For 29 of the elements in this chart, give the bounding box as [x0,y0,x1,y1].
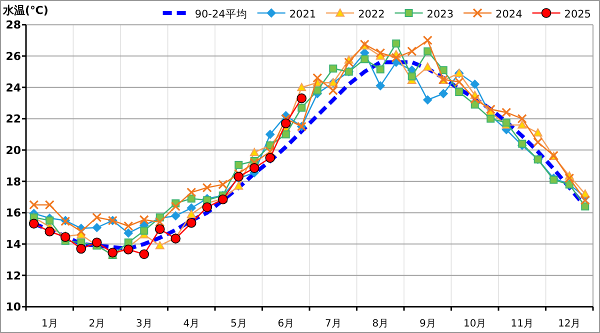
y-tick-label: 16 [6,206,22,220]
y-tick-label: 10 [6,300,22,314]
legend-label: 2023 [426,8,454,20]
y-tick-label: 22 [6,112,21,126]
y-tick-label: 18 [6,175,21,188]
x-tick-label: 4月 [183,318,200,330]
y-tick-label: 26 [6,50,22,64]
legend-label: 2022 [358,8,385,20]
x-tick-label: 5月 [230,318,247,330]
legend-label: 2024 [496,8,523,20]
y-tick-label: 12 [6,269,21,282]
x-tick-label: 2月 [88,318,106,330]
x-tick-label: 9月 [419,318,436,330]
y-tick-label: 14 [6,238,22,252]
y-tick-label: 20 [6,144,22,158]
x-tick-label: 7月 [324,318,342,330]
x-tick-label: 11月 [510,318,534,330]
x-tick-label: 10月 [464,318,486,330]
legend-label: 2021 [289,8,316,20]
y-axis-title: 水温(℃) [2,4,48,17]
legend-label: 90-24平均 [194,8,248,20]
x-tick-label: 6月 [278,318,294,330]
y-tick-label: 24 [6,81,22,94]
x-tick-label: 1月 [41,318,58,330]
x-tick-label: 12月 [558,318,581,330]
x-tick-label: 8月 [372,318,389,330]
x-tick-label: 3月 [136,318,152,330]
legend-label: 2025 [564,8,591,20]
y-tick-label: 28 [6,18,21,32]
